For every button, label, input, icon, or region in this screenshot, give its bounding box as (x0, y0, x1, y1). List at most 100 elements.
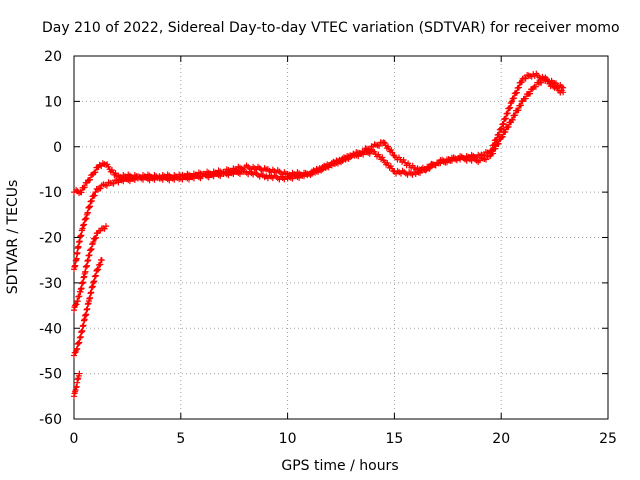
data-point (509, 116, 516, 123)
data-point (339, 157, 346, 164)
data-point (296, 174, 303, 181)
data-point (443, 159, 450, 166)
data-point (522, 95, 529, 102)
data-point (230, 171, 237, 178)
data-point (90, 239, 97, 246)
data-point (505, 123, 512, 130)
data-point (210, 173, 217, 180)
data-point (103, 182, 110, 189)
data-point (508, 98, 515, 105)
data-point (92, 169, 99, 176)
data-point (71, 352, 77, 359)
data-point (530, 84, 537, 91)
y-tick-label: -60 (39, 412, 62, 428)
x-tick-label: 0 (70, 431, 79, 447)
data-point (334, 160, 341, 167)
data-point (217, 173, 224, 180)
data-point (437, 160, 444, 167)
data-point (120, 178, 127, 185)
data-point (448, 157, 455, 164)
data-point (360, 151, 367, 158)
data-point (301, 173, 308, 180)
data-point (376, 142, 383, 149)
data-point (427, 164, 433, 171)
data-point (166, 177, 173, 184)
data-point (131, 177, 138, 184)
data-point (315, 168, 322, 175)
data-point (126, 178, 133, 185)
y-tick-label: -10 (39, 185, 62, 201)
data-points (71, 70, 567, 400)
data-point (527, 90, 534, 97)
data-point (95, 266, 102, 273)
data-point (355, 153, 362, 160)
data-point (190, 175, 197, 182)
data-point (522, 75, 529, 82)
data-point (502, 128, 509, 135)
data-point (78, 189, 85, 196)
data-point (379, 154, 386, 161)
data-point (380, 139, 387, 146)
data-point (422, 167, 429, 174)
data-point (88, 197, 95, 204)
data-point (328, 162, 335, 169)
x-tick-label: 10 (279, 431, 297, 447)
data-point (516, 84, 522, 91)
data-point (517, 102, 524, 109)
data-point (83, 180, 90, 187)
y-tick-label: 0 (53, 140, 62, 156)
x-tick-label: 25 (599, 431, 617, 447)
data-point (482, 156, 489, 163)
data-point (538, 79, 545, 86)
data-point (532, 83, 539, 90)
y-tick-label: 10 (44, 94, 62, 110)
data-point (115, 179, 122, 186)
y-tick-label: -40 (39, 321, 62, 337)
data-point (97, 261, 104, 268)
y-tick-label: -30 (39, 276, 62, 292)
data-point (87, 176, 94, 183)
data-point (179, 176, 186, 183)
data-point (319, 166, 326, 173)
data-point (366, 150, 373, 157)
chart-title: Day 210 of 2022, Sidereal Day-to-day VTE… (42, 20, 620, 36)
data-point (489, 150, 496, 157)
data-point (110, 180, 117, 187)
x-tick-label: 5 (176, 431, 185, 447)
data-point (236, 171, 243, 178)
data-point (345, 155, 352, 162)
y-axis-label: SDTVAR / TECUs (5, 180, 21, 295)
data-point (512, 112, 519, 119)
data-point (309, 170, 316, 177)
data-point (289, 175, 296, 182)
x-tick-label: 20 (492, 431, 510, 447)
data-point (73, 301, 80, 308)
data-point (499, 133, 506, 140)
y-tick-label: -50 (39, 367, 62, 383)
data-point (205, 174, 212, 181)
x-tick-label: 15 (385, 431, 403, 447)
y-tick-label: 20 (44, 49, 62, 65)
data-point (495, 140, 502, 147)
data-point (98, 257, 105, 264)
data-point (497, 126, 504, 133)
data-point (511, 95, 518, 102)
x-axis-label: GPS time / hours (281, 458, 398, 474)
data-point (513, 89, 520, 96)
axis-ticks: 0 5 10 15 20 25 -60 -50 -40 -30 -20 -10 0 10 20 (39, 49, 617, 447)
y-tick-label: -20 (39, 231, 62, 247)
data-point (560, 89, 567, 96)
data-point (93, 234, 100, 241)
data-point (76, 370, 83, 377)
data-point (92, 189, 99, 196)
grid-lines (74, 56, 608, 419)
data-point (492, 145, 499, 152)
data-point (225, 172, 232, 179)
data-point (97, 185, 104, 192)
data-point (518, 79, 525, 85)
data-point (91, 192, 98, 199)
data-point (146, 177, 153, 184)
data-point (417, 169, 424, 176)
data-point (515, 107, 522, 114)
